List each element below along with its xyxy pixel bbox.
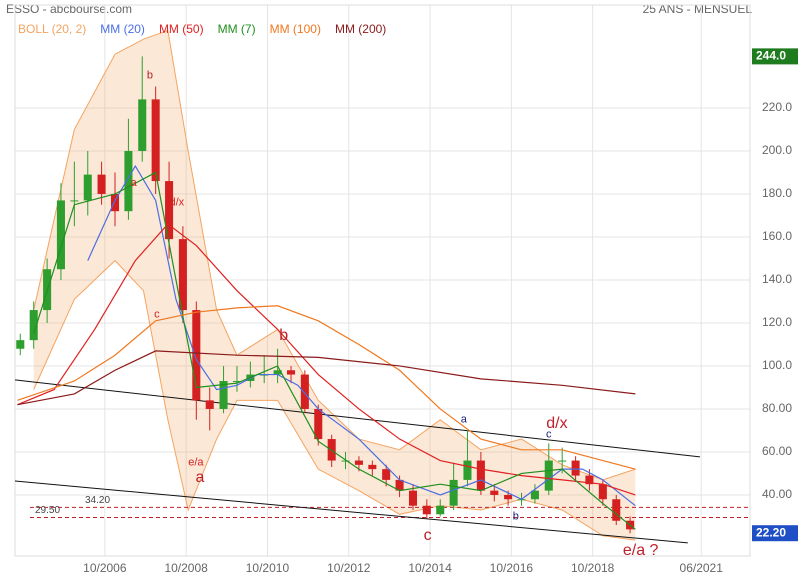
moving-average bbox=[33, 171, 636, 530]
candle-body bbox=[232, 381, 241, 383]
x-tick-label: 10/2006 bbox=[83, 561, 127, 575]
annotation: b bbox=[147, 70, 153, 82]
x-tick-label: 06/2021 bbox=[680, 561, 724, 575]
legend-entry: MM (100) bbox=[270, 22, 321, 36]
y-tick-label: 60.00 bbox=[762, 444, 792, 458]
y-tick-label: 140.0 bbox=[762, 272, 792, 286]
y-tick-label: 100.0 bbox=[762, 358, 792, 372]
annotation: c bbox=[546, 429, 552, 441]
candle-body bbox=[314, 408, 323, 440]
candle-body bbox=[490, 490, 499, 495]
x-tick-label: 10/2012 bbox=[327, 561, 371, 575]
annotation: d/x bbox=[169, 196, 184, 208]
y-tick-label: 80.00 bbox=[762, 401, 792, 415]
candle-body bbox=[138, 99, 147, 151]
moving-average bbox=[17, 223, 636, 496]
candle-body bbox=[449, 479, 458, 506]
x-tick-label: 10/2018 bbox=[571, 561, 615, 575]
trendline bbox=[14, 480, 688, 544]
candle-body bbox=[165, 181, 174, 240]
candle-body bbox=[436, 505, 445, 515]
candle-body bbox=[70, 200, 79, 202]
annotation: a bbox=[461, 414, 468, 426]
x-tick-label: 10/2008 bbox=[164, 561, 208, 575]
candle-body bbox=[341, 460, 350, 462]
candle-body bbox=[544, 460, 553, 491]
candle-body bbox=[422, 505, 431, 515]
y-tick-label: 40.00 bbox=[762, 487, 792, 501]
x-tick-label: 10/2016 bbox=[490, 561, 534, 575]
price-box-label: 22.20 bbox=[756, 525, 786, 539]
candle-body bbox=[530, 490, 539, 500]
candle-body bbox=[476, 460, 485, 491]
candle-body bbox=[124, 150, 133, 212]
trendline bbox=[14, 379, 701, 458]
candle-body bbox=[598, 484, 607, 500]
header-left: ESSO - abcbourse.com bbox=[6, 2, 132, 16]
y-tick-label: 220.0 bbox=[762, 100, 792, 114]
moving-average bbox=[87, 164, 636, 507]
candle-body bbox=[205, 400, 214, 409]
candle-body bbox=[382, 469, 391, 480]
candle-body bbox=[395, 479, 404, 491]
bollinger-band bbox=[33, 30, 636, 541]
annotation: e/a ? bbox=[623, 542, 659, 559]
candle-body bbox=[192, 310, 201, 401]
candle-body bbox=[571, 460, 580, 476]
candle-body bbox=[504, 494, 513, 500]
y-tick-label: 180.0 bbox=[762, 186, 792, 200]
legend-entry: MM (7) bbox=[218, 22, 256, 36]
y-tick-label: 200.0 bbox=[762, 143, 792, 157]
x-tick-label: 10/2010 bbox=[246, 561, 290, 575]
candle-body bbox=[273, 370, 282, 375]
y-tick-label: 120.0 bbox=[762, 315, 792, 329]
bollinger-upper bbox=[33, 29, 636, 481]
candle-body bbox=[463, 460, 472, 480]
candle-body bbox=[408, 490, 418, 506]
candle-body bbox=[287, 370, 296, 375]
candle-body bbox=[558, 460, 567, 462]
candle-body bbox=[97, 174, 106, 194]
header-right: 25 ANS - MENSUEL bbox=[643, 2, 753, 16]
legend-entry: MM (200) bbox=[335, 22, 386, 36]
candle-body bbox=[151, 99, 160, 182]
candle-body bbox=[612, 499, 621, 521]
candle-body bbox=[83, 174, 92, 201]
candle-body bbox=[354, 460, 363, 465]
candle-body bbox=[56, 200, 65, 270]
plot-frame bbox=[14, 4, 751, 557]
candle-body bbox=[219, 381, 228, 409]
moving-average bbox=[17, 350, 636, 406]
candle-body bbox=[585, 475, 594, 485]
level-label: 29.50 bbox=[35, 505, 60, 516]
level-label: 34.20 bbox=[85, 495, 110, 506]
candle-body bbox=[16, 340, 25, 349]
annotation: c bbox=[424, 527, 432, 544]
price-box bbox=[752, 525, 798, 542]
candle-body bbox=[110, 193, 120, 212]
candle-body bbox=[300, 374, 309, 409]
moving-average bbox=[17, 305, 636, 470]
annotation: e/a bbox=[188, 457, 204, 469]
legend-entry: MM (20) bbox=[100, 22, 145, 36]
legend-entry: BOLL (20, 2) bbox=[18, 22, 86, 36]
annotation: a bbox=[196, 469, 205, 486]
candle-body bbox=[368, 464, 377, 470]
legend-entry: MM (50) bbox=[159, 22, 204, 36]
annotation: a bbox=[131, 177, 138, 189]
price-box-label: 244.0 bbox=[756, 49, 786, 63]
annotation: b bbox=[513, 510, 519, 522]
price-box bbox=[752, 48, 798, 65]
annotation: b bbox=[279, 327, 288, 344]
annotation: d/x bbox=[546, 415, 567, 432]
candle-body bbox=[178, 239, 187, 311]
y-tick-label: 160.0 bbox=[762, 229, 792, 243]
annotation: c bbox=[154, 308, 160, 320]
bollinger-lower bbox=[33, 259, 636, 541]
x-tick-label: 10/2014 bbox=[408, 561, 452, 575]
candle-body bbox=[29, 310, 38, 341]
